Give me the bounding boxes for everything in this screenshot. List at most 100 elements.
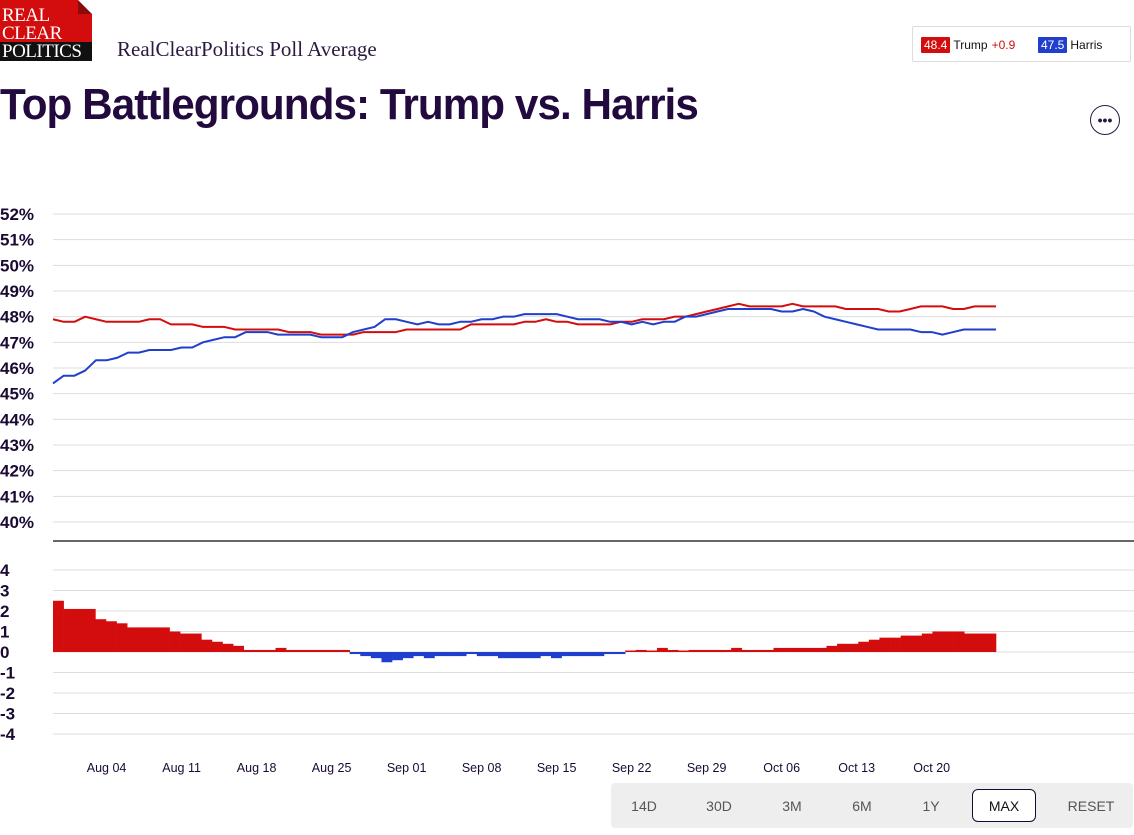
y-tick-label: 46% [0,359,34,378]
spread-bar [455,652,467,657]
spread-bar [943,631,954,652]
y-tick-label: 44% [0,410,34,429]
spread-bar [127,627,139,652]
spread-bar [582,652,594,657]
spread-bar [731,647,743,652]
spread-bar [656,647,668,652]
spread-tick-label: 4 [0,561,10,580]
spread-bar [508,652,520,659]
spread-tick-label: 0 [0,643,9,662]
logo-line-2: CLEAR [2,23,62,44]
spread-bar [381,652,393,663]
range-6m-button[interactable]: 6M [852,797,872,814]
trump-value-badge: 48.4 [921,37,951,53]
spread-bar [858,641,870,652]
spread-bar [476,652,488,657]
spread-bar [911,635,923,652]
x-tick-label: Aug 18 [237,761,277,775]
x-tick-label: Sep 15 [537,761,577,775]
spread-bar [720,649,732,652]
spread-tick-label: -1 [0,664,15,683]
logo-line-1: REAL [2,5,50,26]
spread-bar [572,652,584,657]
range-14d-button[interactable]: 14D [631,797,657,814]
spread-bar [667,649,679,652]
spread-bar [784,647,795,652]
spread-bar [286,649,297,652]
spread-tick-label: -2 [0,684,15,703]
range-30d-button[interactable]: 30D [706,797,732,814]
spread-bar [349,652,361,655]
spread-tick-label: 3 [0,582,9,601]
spread-bar [794,647,806,652]
spread-bar [211,641,223,652]
y-tick-label: 42% [0,462,34,481]
x-tick-label: Sep 22 [612,761,652,775]
page-subtitle: RealClearPolitics Poll Average [117,37,377,61]
spread-bar [646,650,658,652]
spread-bar [392,652,403,661]
x-tick-label: Oct 06 [763,761,800,775]
range-3m-button[interactable]: 3M [782,797,802,814]
spread-bar [201,639,213,652]
spread-bar [879,637,891,652]
spread-bar [466,652,478,655]
spread-bar [826,645,838,652]
harris-value-badge: 47.5 [1038,37,1068,53]
spread-bar [741,649,753,652]
y-tick-label: 43% [0,436,34,455]
x-tick-label: Oct 20 [913,761,950,775]
series-line-trump [52,302,996,336]
spread-bar [328,649,340,652]
ellipsis-icon: ••• [1097,112,1113,128]
spread-bar [678,650,690,652]
spread-bar [296,649,308,652]
x-tick-label: Aug 04 [87,761,127,775]
spread-bar [540,652,552,657]
spread-bar [243,649,255,652]
x-tick-label: Sep 01 [387,761,427,775]
spread-bar [529,652,541,659]
spread-bar [158,627,170,652]
series-line-harris [52,307,996,385]
page-title: Top Battlegrounds: Trump vs. Harris [0,80,699,129]
spread-bar [932,631,944,652]
y-tick-label: 48% [0,308,34,327]
spread-tick-label: -3 [0,705,15,724]
spread-bar [699,649,711,652]
spread-bar [625,650,637,652]
y-tick-label: 49% [0,282,34,301]
spread-bar [63,608,75,652]
harris-label: Harris [1070,38,1103,52]
spread-bar [752,649,764,652]
spread-bar [900,635,912,652]
spread-bar [773,647,785,652]
y-tick-label: 47% [0,333,34,352]
range-max-button[interactable]: MAX [972,789,1036,822]
spread-tick-label: 1 [0,623,9,642]
trump-change: +0.9 [991,38,1016,52]
spread-bar [890,637,901,652]
spread-tick-label: 2 [0,602,9,621]
spread-bar [561,652,573,657]
spread-bar [180,633,192,652]
more-options-button[interactable]: ••• [1090,105,1120,135]
spread-bar [837,643,848,652]
spread-bar [815,647,827,652]
spread-bar [74,608,86,652]
rcp-logo[interactable]: REAL CLEAR POLITICS [0,0,92,61]
spread-bar [868,639,880,652]
spread-bar [105,621,117,652]
spread-bar [593,652,605,657]
range-reset-button[interactable]: RESET [1067,797,1115,814]
spread-bar [964,633,976,652]
spread-bar [307,649,319,652]
legend-trump: 48.4 Trump +0.9 [921,37,1015,53]
spread-bar [614,652,626,655]
y-tick-label: 45% [0,385,34,404]
spread-bar [985,633,997,652]
spread-bar [847,643,859,652]
range-1y-button[interactable]: 1Y [922,797,940,814]
x-tick-label: Sep 29 [687,761,727,775]
x-tick-label: Aug 11 [162,761,201,775]
